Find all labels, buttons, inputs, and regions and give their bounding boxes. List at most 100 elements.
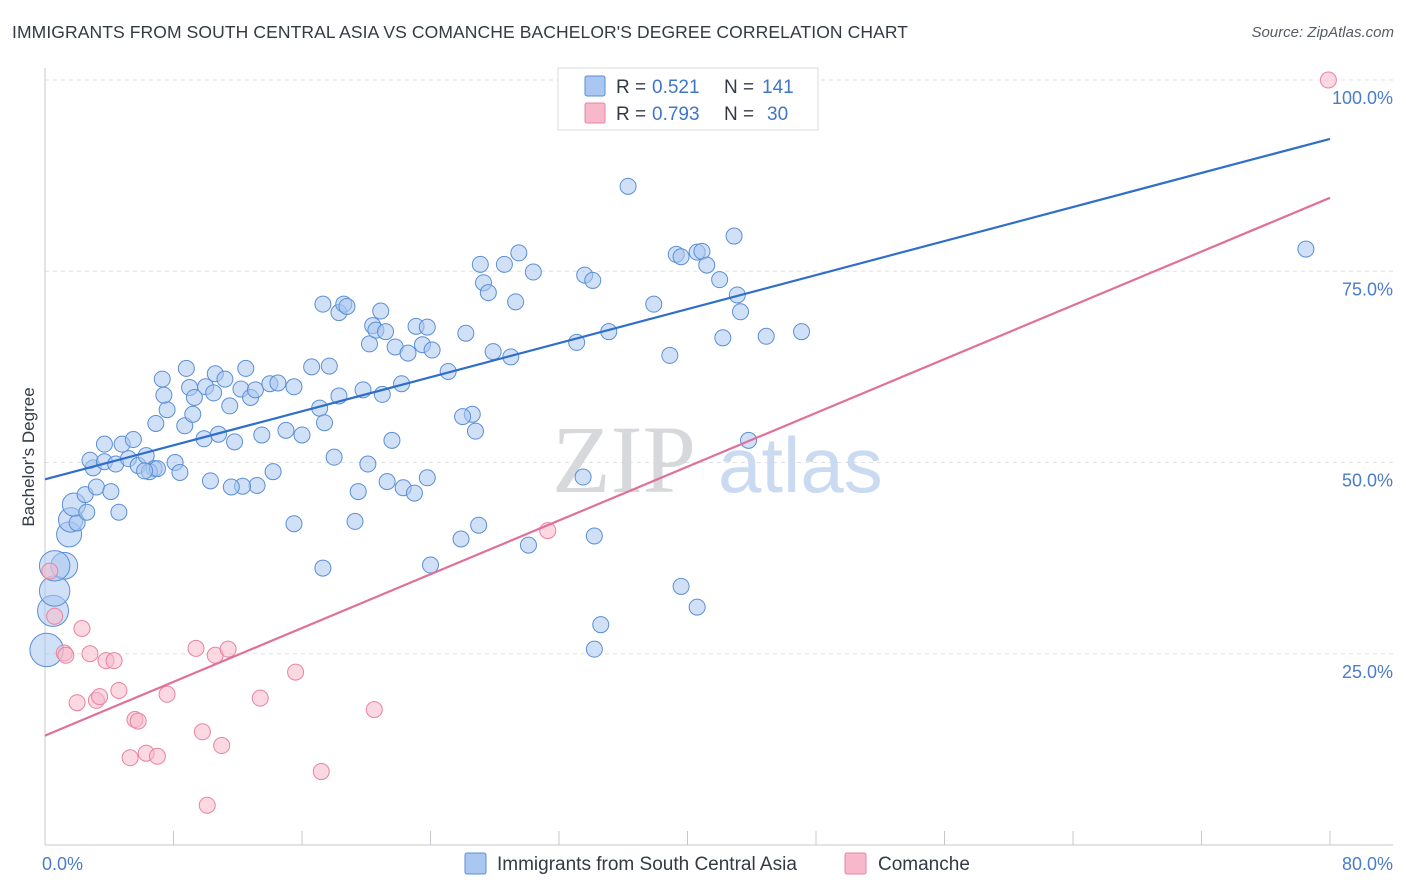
comanche-point: [68, 694, 86, 712]
immigrants-point: [314, 559, 332, 577]
bottom-legend-label-blue: Immigrants from South Central Asia: [497, 854, 797, 875]
immigrants-point: [584, 271, 602, 289]
legend-n-label-blue: N =: [724, 77, 754, 98]
immigrants-point: [372, 302, 390, 320]
immigrants-point: [87, 478, 105, 496]
immigrants-point: [383, 431, 401, 449]
legend-n-value-blue: 141: [762, 77, 794, 98]
comanche-point: [110, 681, 128, 699]
chart-title: IMMIGRANTS FROM SOUTH CENTRAL ASIA VS CO…: [12, 22, 909, 42]
immigrants-point: [484, 343, 502, 361]
immigrants-point: [422, 556, 439, 574]
immigrants-point: [205, 384, 223, 402]
immigrants-point: [303, 358, 321, 376]
immigrants-point: [264, 463, 282, 481]
comanche-point: [148, 747, 166, 765]
immigrants-point: [155, 386, 173, 404]
immigrants-trend-line: [44, 137, 1331, 481]
comanche-point: [287, 663, 305, 681]
source-label: Source: ZipAtlas.com: [1251, 24, 1394, 41]
immigrants-point: [237, 359, 255, 377]
legend-n-label-pink: N =: [724, 104, 754, 125]
immigrants-point: [222, 478, 240, 496]
legend-swatch-blue: [584, 75, 606, 97]
immigrants-point: [574, 468, 592, 486]
bottom-legend-label-pink: Comanche: [878, 854, 970, 875]
trend-lines: [44, 137, 1331, 737]
immigrants-point: [246, 381, 264, 399]
immigrants-point: [102, 483, 120, 501]
immigrants-point: [346, 512, 364, 530]
immigrants-point: [253, 426, 271, 444]
immigrants-point: [524, 263, 542, 281]
comanche-point: [91, 688, 109, 706]
legend-n-value-pink: 30: [767, 104, 788, 125]
y-axis-title: Bachelor's Degree: [19, 387, 38, 526]
immigrants-point: [495, 255, 513, 273]
immigrants-point: [418, 318, 436, 336]
comanche-point: [365, 701, 383, 719]
immigrants-point: [378, 473, 396, 491]
immigrants-point: [585, 527, 603, 545]
legend-r-value-blue: 0.521: [652, 77, 700, 98]
immigrants-point: [510, 244, 528, 262]
comanche-trend-line: [44, 196, 1331, 737]
immigrants-point: [466, 422, 484, 440]
comanche-point: [57, 646, 75, 664]
immigrants-point: [418, 469, 436, 487]
comanche-point: [219, 640, 237, 658]
comanche-point: [193, 723, 211, 741]
immigrants-point: [688, 598, 706, 616]
legend-r-label-blue: R =: [616, 77, 646, 98]
immigrants-point: [732, 303, 750, 321]
legend-r-value-pink: 0.793: [652, 104, 700, 125]
immigrants-point: [325, 448, 343, 466]
comanche-point: [1319, 71, 1337, 89]
immigrants-point: [269, 374, 287, 392]
legend-r-label-pink: R =: [616, 104, 646, 125]
immigrants-point: [185, 388, 203, 406]
comanche-point: [213, 737, 231, 755]
immigrants-point: [672, 248, 690, 266]
immigrants-point: [592, 616, 610, 634]
immigrants-point: [698, 256, 716, 274]
immigrants-point: [314, 295, 332, 313]
y-tick-label: 50.0%: [1342, 471, 1393, 491]
immigrants-point: [184, 405, 202, 423]
immigrants-point: [315, 414, 333, 432]
immigrants-point: [423, 341, 441, 359]
comanche-point: [198, 796, 216, 814]
watermark: ZIP atlas: [552, 406, 883, 513]
comanche-point: [158, 685, 176, 703]
immigrants-point: [293, 426, 311, 444]
immigrants-point: [285, 515, 303, 533]
immigrants-point: [519, 536, 537, 554]
top-legend: R = 0.521 N = 141 R = 0.793 N = 30: [557, 67, 819, 131]
comanche-point: [129, 712, 147, 730]
immigrants-point: [725, 227, 743, 245]
immigrants-point: [619, 177, 637, 195]
immigrants-point: [248, 476, 266, 494]
immigrants-point: [201, 472, 219, 490]
comanche-point: [73, 620, 91, 638]
immigrants-point: [158, 401, 176, 419]
comanche-point: [312, 763, 330, 781]
immigrants-point: [454, 408, 472, 426]
bottom-legend: Immigrants from South Central Asia Coman…: [464, 852, 970, 875]
x-tick-label: 80.0%: [1342, 854, 1393, 874]
watermark-zip: ZIP: [552, 406, 696, 513]
comanche-point: [121, 749, 139, 767]
immigrants-point: [399, 344, 417, 362]
tick-labels: 25.0% 50.0% 75.0% 100.0% 0.0% 80.0%: [42, 88, 1393, 874]
immigrants-point: [226, 433, 244, 451]
immigrants-point: [377, 323, 395, 341]
immigrants-point: [216, 370, 234, 388]
series-immigrants-points: [29, 177, 1315, 668]
immigrants-point: [360, 335, 378, 353]
immigrants-point: [507, 293, 525, 311]
bottom-legend-swatch-blue: [464, 852, 487, 875]
immigrants-point: [457, 324, 475, 342]
immigrants-point: [124, 431, 142, 449]
immigrants-point: [452, 530, 470, 548]
